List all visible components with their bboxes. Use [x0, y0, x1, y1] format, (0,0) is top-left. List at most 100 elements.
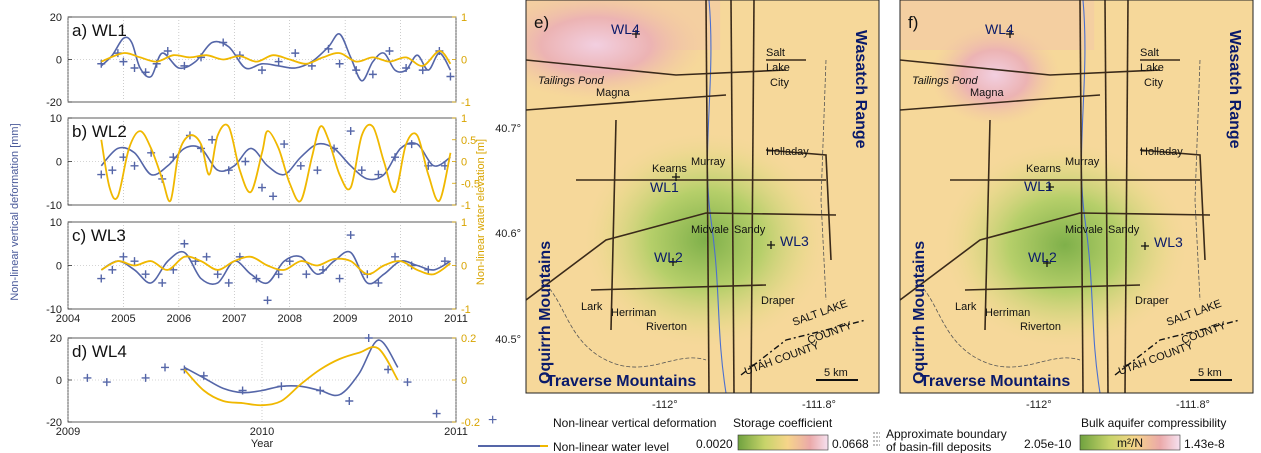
road-line — [526, 59, 787, 76]
ytick-right-label: 0.2 — [461, 333, 476, 345]
colorbar-f-max: 1.43e-8 — [1184, 437, 1225, 451]
map-field — [900, 0, 1253, 393]
well-marker — [669, 258, 677, 266]
ytick-right-label: 0.5 — [461, 135, 476, 147]
deformation-point — [374, 170, 383, 179]
deformation-point — [346, 231, 355, 240]
city-label: Magna — [596, 87, 631, 99]
ytick-right-label: 0 — [461, 157, 467, 169]
deformation-point — [208, 135, 217, 144]
basin-boundary — [1194, 59, 1201, 301]
deformation-point — [102, 378, 111, 387]
colorbar-e-min: 0.0020 — [696, 437, 733, 451]
ytick-left-label: 0 — [56, 157, 62, 169]
deformation-point — [313, 166, 322, 175]
deformation-point — [274, 270, 283, 279]
ytick-right-label: -1 — [461, 97, 471, 109]
city-label: Murray — [691, 156, 726, 168]
road-line — [526, 94, 727, 111]
wasatch-label: Wasatch Range — [852, 30, 869, 149]
ytick-left-label: 0 — [56, 55, 62, 67]
ytick-right-label: -0.2 — [461, 417, 480, 429]
colorbar-f-min: 2.05e-10 — [1024, 437, 1072, 451]
road-line — [900, 94, 1101, 111]
deformation-point — [108, 265, 117, 274]
wasatch-label: Wasatch Range — [1226, 30, 1243, 149]
ytick-left-label: 20 — [50, 12, 62, 24]
deformation-point — [130, 64, 139, 72]
deformation-point — [161, 363, 169, 372]
ytick-left-label: 0 — [56, 261, 62, 273]
city-label: Kearns — [1026, 163, 1061, 175]
ytick-left-label: 10 — [50, 113, 62, 125]
well-label-wl4: WL4 — [611, 21, 640, 37]
tailings-pond-label: Tailings Pond — [538, 75, 605, 87]
city-label: Draper — [1135, 295, 1169, 307]
xtick-label: 2011 — [444, 426, 468, 438]
deformation-point — [258, 66, 266, 75]
city-label: City — [770, 77, 789, 89]
city-label: Draper — [761, 295, 795, 307]
deformation-point — [269, 192, 278, 201]
deformation-point — [335, 274, 344, 283]
traverse-label: Traverse Mountains — [920, 373, 1070, 390]
lon-tick-label: -112° — [652, 399, 678, 411]
well-label-wl2: WL2 — [654, 249, 683, 265]
basin-boundary — [540, 279, 707, 368]
map-panel-e: e) WL1 WL2 WL3 WL4 Salt Lake City Magna Holladay K… — [495, 0, 880, 411]
city-label: Salt — [766, 47, 785, 59]
water-level-line — [183, 346, 399, 407]
lat-tick-label: 40.7° — [495, 123, 521, 135]
road-line — [900, 212, 1211, 301]
lon-tick-label: -111.8° — [1176, 399, 1210, 411]
deformation-point — [368, 70, 377, 79]
xtick-label: 2010 — [388, 313, 412, 325]
well-label-wl1: WL1 — [650, 179, 679, 195]
water-level-line — [100, 50, 452, 67]
deformation-point — [335, 59, 344, 68]
deformation-point — [346, 127, 355, 136]
panel-b: 10 0 -10 1 0.5 0 -0.5 -1 b) WL2 — [46, 113, 480, 212]
deformation-fit-line — [100, 33, 452, 82]
deformation-point — [280, 140, 289, 149]
xtick-label: 2007 — [222, 313, 246, 325]
deformation-point — [296, 161, 305, 170]
colorbar-e — [737, 434, 829, 451]
city-label: Holladay — [1140, 146, 1183, 158]
deformation-point — [241, 157, 250, 166]
well-label-wl3: WL3 — [780, 233, 809, 249]
well-marker — [1043, 259, 1051, 267]
city-label: Salt — [1140, 47, 1159, 59]
road-line — [730, 0, 735, 393]
well-label-wl3: WL3 — [1154, 234, 1183, 250]
deformation-point — [130, 161, 139, 170]
ytick-left-label: 20 — [50, 333, 62, 345]
deformation-point — [119, 57, 128, 66]
city-label: Murray — [1065, 156, 1100, 168]
city-label: Lake — [766, 62, 790, 74]
ytick-right-label: 1 — [461, 217, 467, 229]
city-label: Lark — [955, 301, 977, 313]
panel-a: 20 0 -20 1 0 -1 a) WL1 — [46, 12, 471, 109]
panel-title: d) WL4 — [72, 342, 127, 361]
panel-title: b) WL2 — [72, 122, 127, 141]
basin-boundary — [914, 279, 1081, 368]
deformation-point — [224, 278, 233, 287]
map-frame — [899, 0, 1254, 394]
road-line — [1104, 0, 1109, 393]
deformation-point — [403, 378, 412, 387]
deformation-point — [391, 252, 400, 261]
road-line — [1079, 0, 1084, 393]
legend-water-label: Non-linear water level — [553, 440, 669, 453]
deformation-point — [374, 278, 383, 287]
oquirrh-label: Oquirrh Mountains — [537, 241, 554, 384]
ytick-right-label: -1 — [461, 304, 471, 316]
low-value-zone — [581, 130, 831, 350]
ytick-left-label: -20 — [46, 97, 62, 109]
well-label-wl2: WL2 — [1028, 249, 1057, 265]
map-panel-label: f) — [908, 13, 918, 32]
road-line — [526, 212, 837, 301]
deformation-fit-line — [100, 250, 451, 285]
